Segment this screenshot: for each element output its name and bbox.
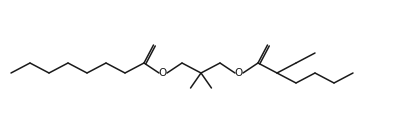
Text: O: O [234, 67, 243, 78]
Text: O: O [158, 67, 167, 78]
